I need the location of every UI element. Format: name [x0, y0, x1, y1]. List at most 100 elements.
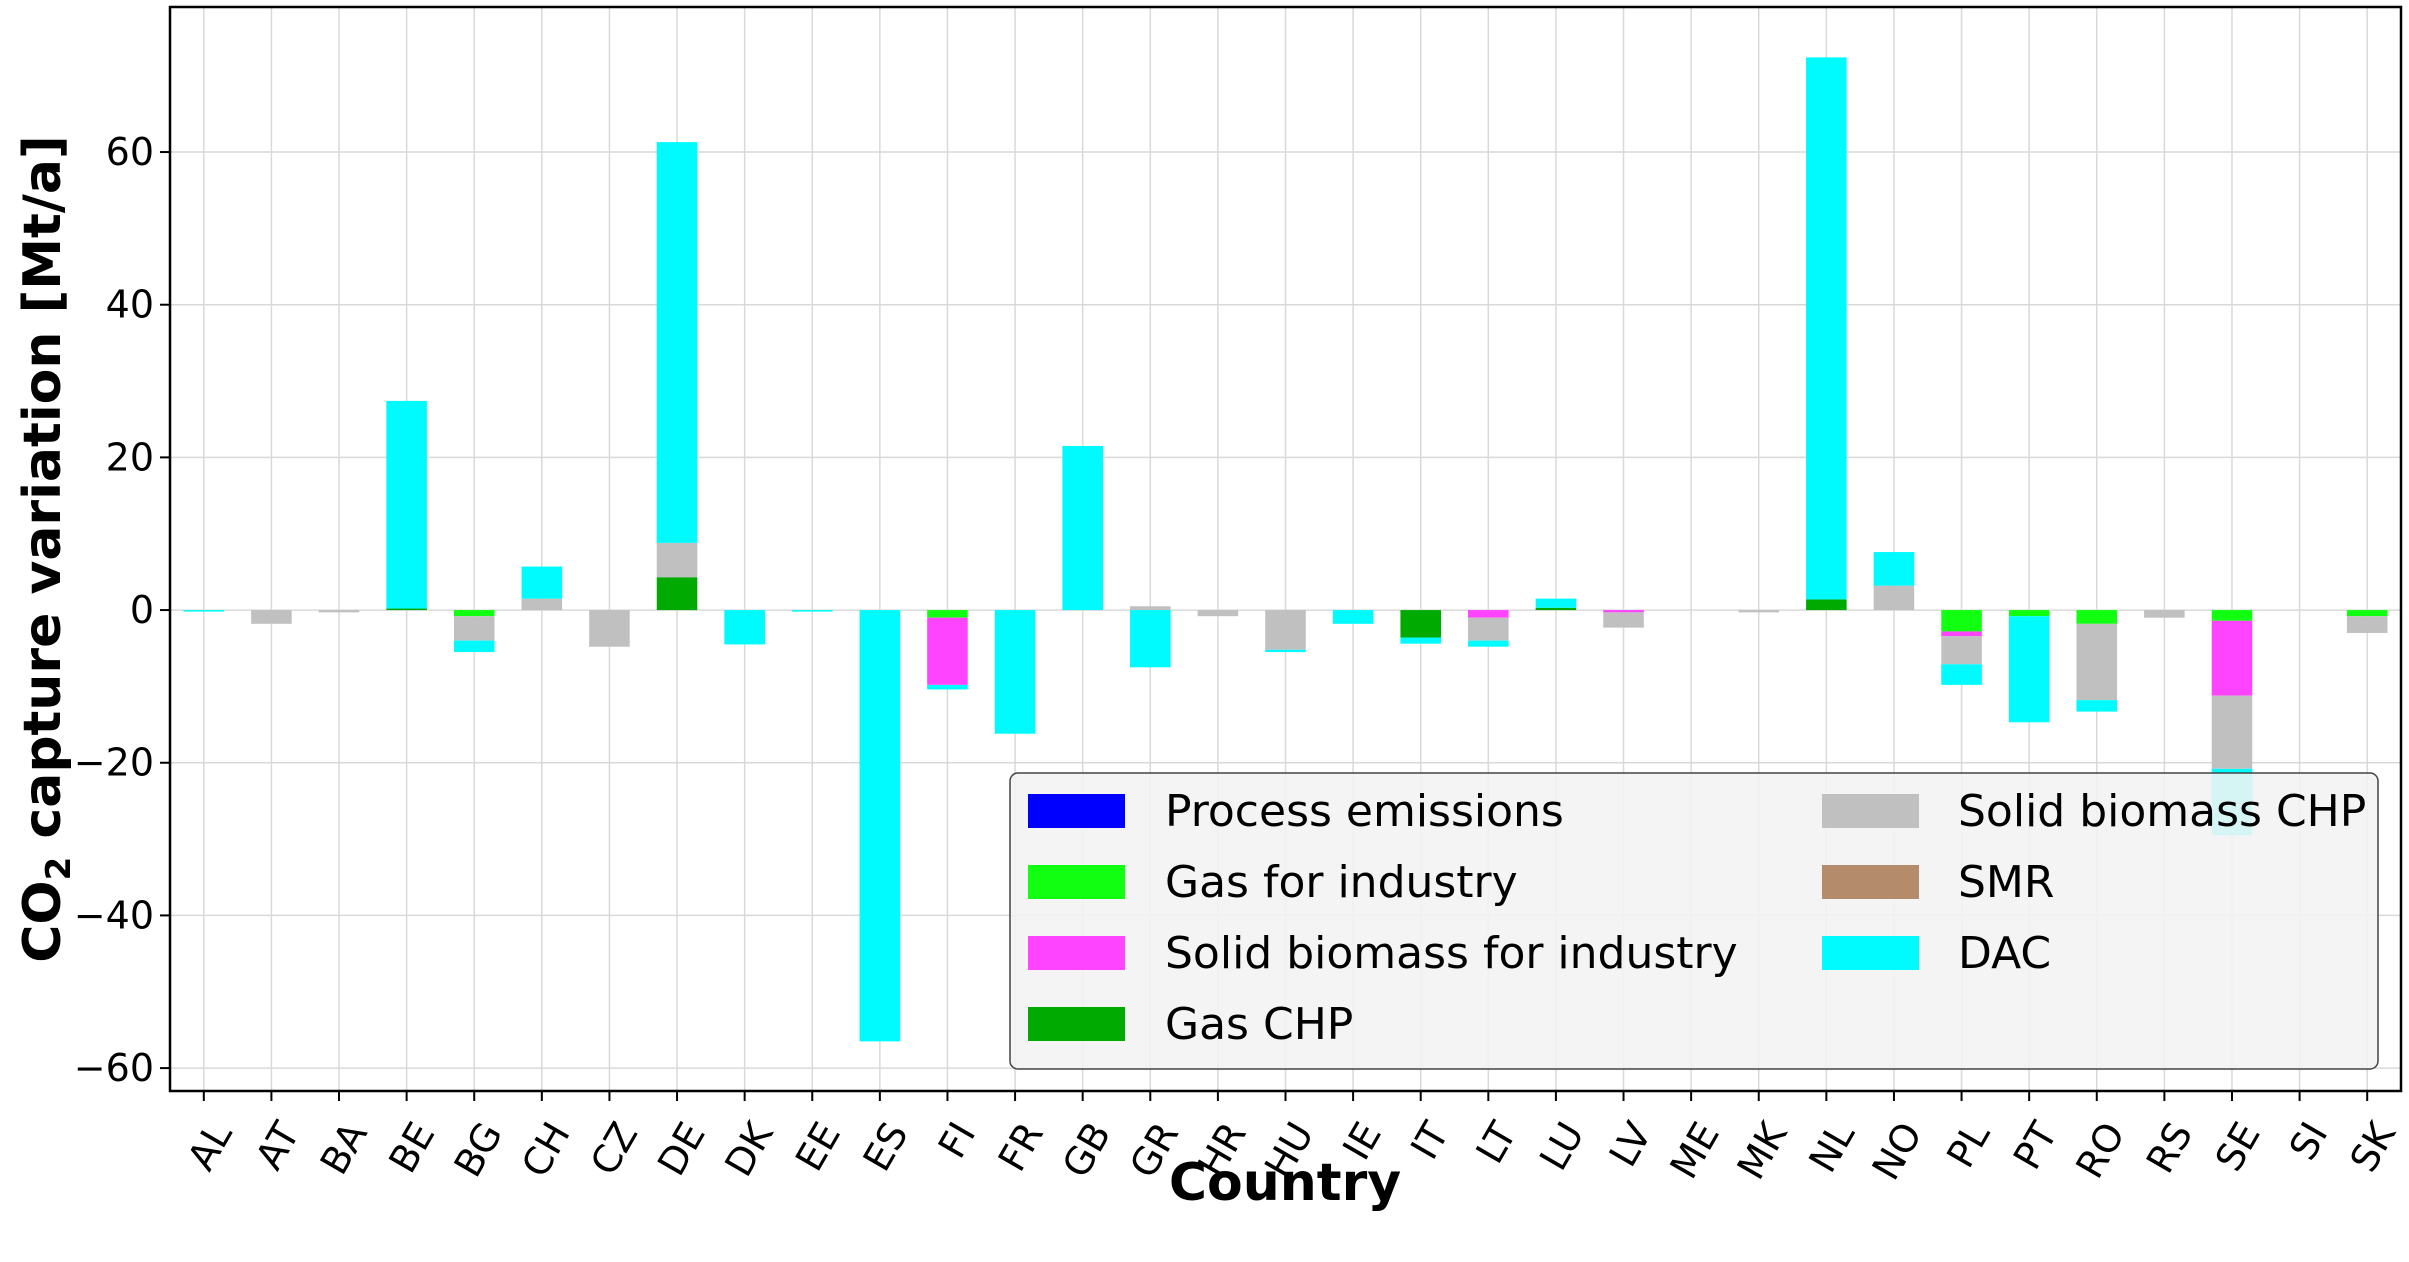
- x-axis-title: Country: [1169, 1153, 1401, 1213]
- bar-segment: [1806, 57, 1847, 600]
- bar-segment: [453, 640, 495, 653]
- bar-segment: [1130, 606, 1171, 611]
- bars: [183, 57, 2388, 1042]
- bar-segment: [927, 610, 968, 618]
- x-tick-label: CZ: [582, 1115, 646, 1183]
- bar-segment: [1265, 649, 1306, 653]
- bar-segment: [1265, 610, 1306, 650]
- x-tick-label: LU: [1531, 1115, 1593, 1178]
- bar-segment: [1873, 552, 1915, 586]
- legend-item-solid-biomass-chp: Solid biomass CHP: [1822, 786, 2366, 837]
- bar-segment: [1603, 610, 1644, 613]
- legend-swatch-solid-biomass-chp: [1822, 794, 1919, 828]
- bar-segment: [791, 610, 833, 612]
- x-tick-label: LT: [1467, 1114, 1525, 1171]
- bar-segment: [1062, 445, 1103, 611]
- legend-label-solid-biomass-for-industry: Solid biomass for industry: [1165, 928, 1738, 979]
- legend-swatch-dac: [1822, 936, 1919, 970]
- bar-segment: [656, 142, 698, 543]
- bar-segment: [521, 598, 563, 611]
- x-tick-label: FR: [990, 1115, 1052, 1179]
- x-tick-label: NO: [1864, 1115, 1931, 1188]
- x-tick-label: BE: [380, 1115, 443, 1180]
- y-axis-ticks: −60 −40 −20 0 20 40 60: [74, 130, 170, 1090]
- y-tick-label: 60: [106, 130, 154, 174]
- y-axis-title-suffix: capture variation [Mt/a]: [13, 135, 73, 856]
- bar-segment: [2076, 610, 2118, 624]
- x-tick-label: PL: [1938, 1115, 1998, 1175]
- x-tick-label: SK: [2341, 1114, 2404, 1179]
- legend-label-smr: SMR: [1958, 857, 2054, 908]
- y-tick-label: 20: [106, 435, 154, 479]
- bar-segment: [927, 617, 968, 685]
- bar-segment: [589, 610, 630, 647]
- legend: Process emissions Gas for industry Solid…: [1009, 772, 2379, 1070]
- x-tick-label: SE: [2207, 1115, 2269, 1179]
- bar-segment: [1941, 631, 1982, 637]
- bar-segment: [1468, 617, 1509, 641]
- bar-segment: [724, 610, 765, 645]
- bar-segment: [386, 400, 427, 609]
- legend-box: [1009, 772, 2379, 1070]
- bar-segment: [994, 610, 1036, 734]
- bar-segment: [1468, 640, 1509, 647]
- bar-segment: [1941, 664, 1982, 685]
- y-tick-label: −40: [74, 893, 154, 937]
- y-axis-title-main: CO: [13, 880, 73, 962]
- x-tick-label: ME: [1661, 1115, 1728, 1186]
- legend-swatch-gas-chp: [1028, 1007, 1125, 1041]
- bar-segment: [1400, 637, 1441, 644]
- legend-item-gas-for-industry: Gas for industry: [1028, 857, 1518, 908]
- y-tick-label: 40: [106, 283, 154, 327]
- x-tick-label: AL: [179, 1115, 241, 1178]
- bar-segment: [1468, 610, 1509, 618]
- x-tick-label: RS: [2138, 1115, 2201, 1181]
- bar-segment: [1941, 636, 1982, 665]
- bar-segment: [1332, 610, 1374, 624]
- y-tick-label: −60: [74, 1046, 154, 1090]
- x-tick-label: EE: [787, 1115, 849, 1179]
- bar-segment: [1535, 598, 1577, 608]
- bar-segment: [1197, 610, 1239, 617]
- legend-item-dac: DAC: [1822, 928, 2051, 979]
- legend-label-dac: DAC: [1958, 928, 2051, 979]
- x-tick-label: DE: [649, 1115, 714, 1183]
- x-tick-label: SI: [2281, 1115, 2337, 1168]
- bar-segment: [318, 610, 360, 613]
- bar-segment: [1941, 610, 1982, 632]
- x-tick-label: ES: [855, 1115, 917, 1179]
- bar-segment: [2076, 700, 2118, 712]
- y-tick-label: 0: [130, 588, 154, 632]
- bar-segment: [2346, 610, 2388, 617]
- x-tick-label: AT: [247, 1114, 309, 1177]
- bar-segment: [183, 610, 225, 612]
- x-tick-label: PT: [2005, 1114, 2067, 1177]
- legend-item-process-emissions: Process emissions: [1028, 786, 1564, 837]
- legend-item-smr: SMR: [1822, 857, 2054, 908]
- x-tick-label: LV: [1601, 1115, 1661, 1174]
- bar-segment: [1130, 610, 1171, 668]
- x-tick-label: MK: [1729, 1114, 1796, 1187]
- legend-label-gas-chp: Gas CHP: [1165, 999, 1353, 1050]
- legend-item-solid-biomass-for-industry: Solid biomass for industry: [1028, 928, 1738, 979]
- bar-segment: [859, 610, 901, 1042]
- bar-segment: [1806, 599, 1847, 611]
- x-tick-label: CH: [513, 1115, 579, 1185]
- bar-segment: [2211, 620, 2253, 696]
- bar-segment: [2008, 616, 2050, 723]
- bar-segment: [521, 566, 563, 599]
- bar-segment: [251, 610, 292, 624]
- y-tick-label: −20: [74, 741, 154, 785]
- x-tick-label: FI: [930, 1115, 985, 1166]
- bar-segment: [1873, 585, 1915, 611]
- bar-segment: [386, 608, 427, 611]
- bar-segment: [927, 684, 968, 690]
- x-tick-label: BA: [312, 1115, 376, 1182]
- x-tick-label: BG: [446, 1115, 512, 1185]
- bar-segment: [453, 616, 495, 641]
- bar-segment: [2211, 695, 2253, 769]
- x-tick-label: NL: [1800, 1115, 1863, 1180]
- legend-label-process-emissions: Process emissions: [1165, 786, 1564, 837]
- y-axis-title: CO2 capture variation [Mt/a]: [13, 135, 79, 962]
